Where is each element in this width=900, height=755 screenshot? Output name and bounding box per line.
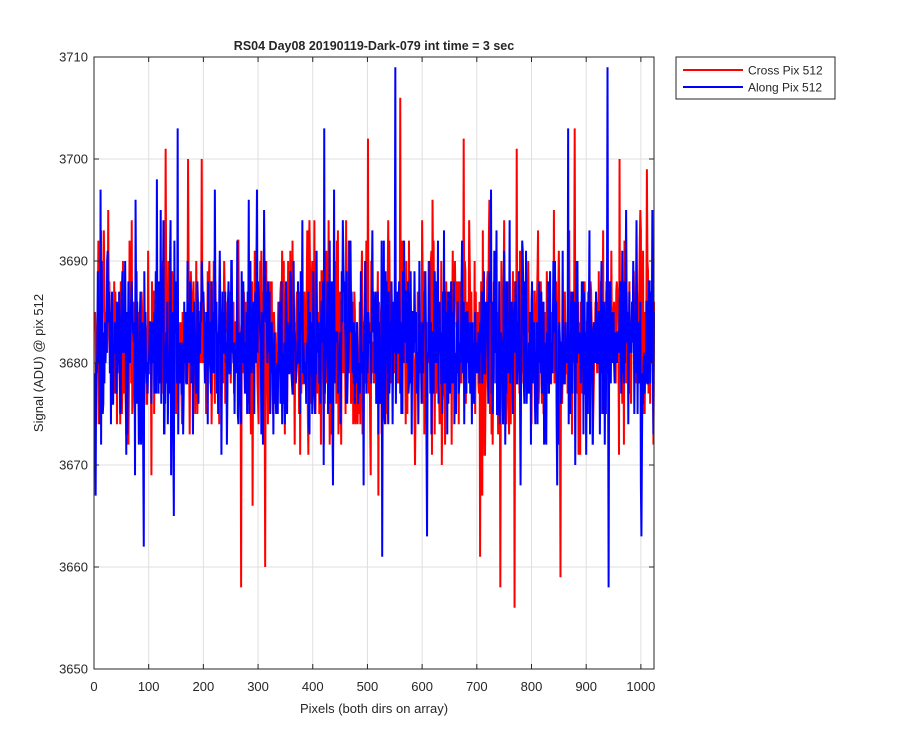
- y-axis-label: Signal (ADU) @ pix 512: [31, 294, 46, 432]
- x-tick-label: 400: [302, 679, 324, 694]
- x-tick-label: 0: [90, 679, 97, 694]
- x-tick-label: 1000: [626, 679, 655, 694]
- y-tick-label: 3670: [59, 458, 88, 473]
- y-tick-label: 3700: [59, 152, 88, 167]
- series-lines: [93, 67, 655, 608]
- chart-title: RS04 Day08 20190119-Dark-079 int time = …: [234, 39, 514, 53]
- legend-label-cross: Cross Pix 512: [748, 64, 823, 78]
- x-tick-label: 700: [466, 679, 488, 694]
- x-tick-label: 300: [247, 679, 269, 694]
- y-tick-label: 3690: [59, 254, 88, 269]
- y-tick-label: 3650: [59, 662, 88, 677]
- x-tick-label: 600: [411, 679, 433, 694]
- y-tick-label: 3710: [59, 50, 88, 65]
- legend-box: [675, 56, 836, 100]
- axis-ticks: 0 100 200 300 400 500 600 700 800 900 1000 3650 3660…: [59, 50, 655, 695]
- y-tick-label: 3660: [59, 560, 88, 575]
- x-tick-label: 500: [357, 679, 379, 694]
- y-tick-label: 3680: [59, 356, 88, 371]
- x-tick-label: 800: [521, 679, 543, 694]
- x-axis-label: Pixels (both dirs on array): [300, 701, 448, 716]
- x-tick-label: 100: [138, 679, 160, 694]
- legend: Cross Pix 512 Along Pix 512: [675, 56, 836, 100]
- legend-label-along: Along Pix 512: [748, 81, 822, 95]
- series-line-along-pix-512: [93, 67, 655, 588]
- x-tick-label: 900: [575, 679, 597, 694]
- x-tick-label: 200: [193, 679, 215, 694]
